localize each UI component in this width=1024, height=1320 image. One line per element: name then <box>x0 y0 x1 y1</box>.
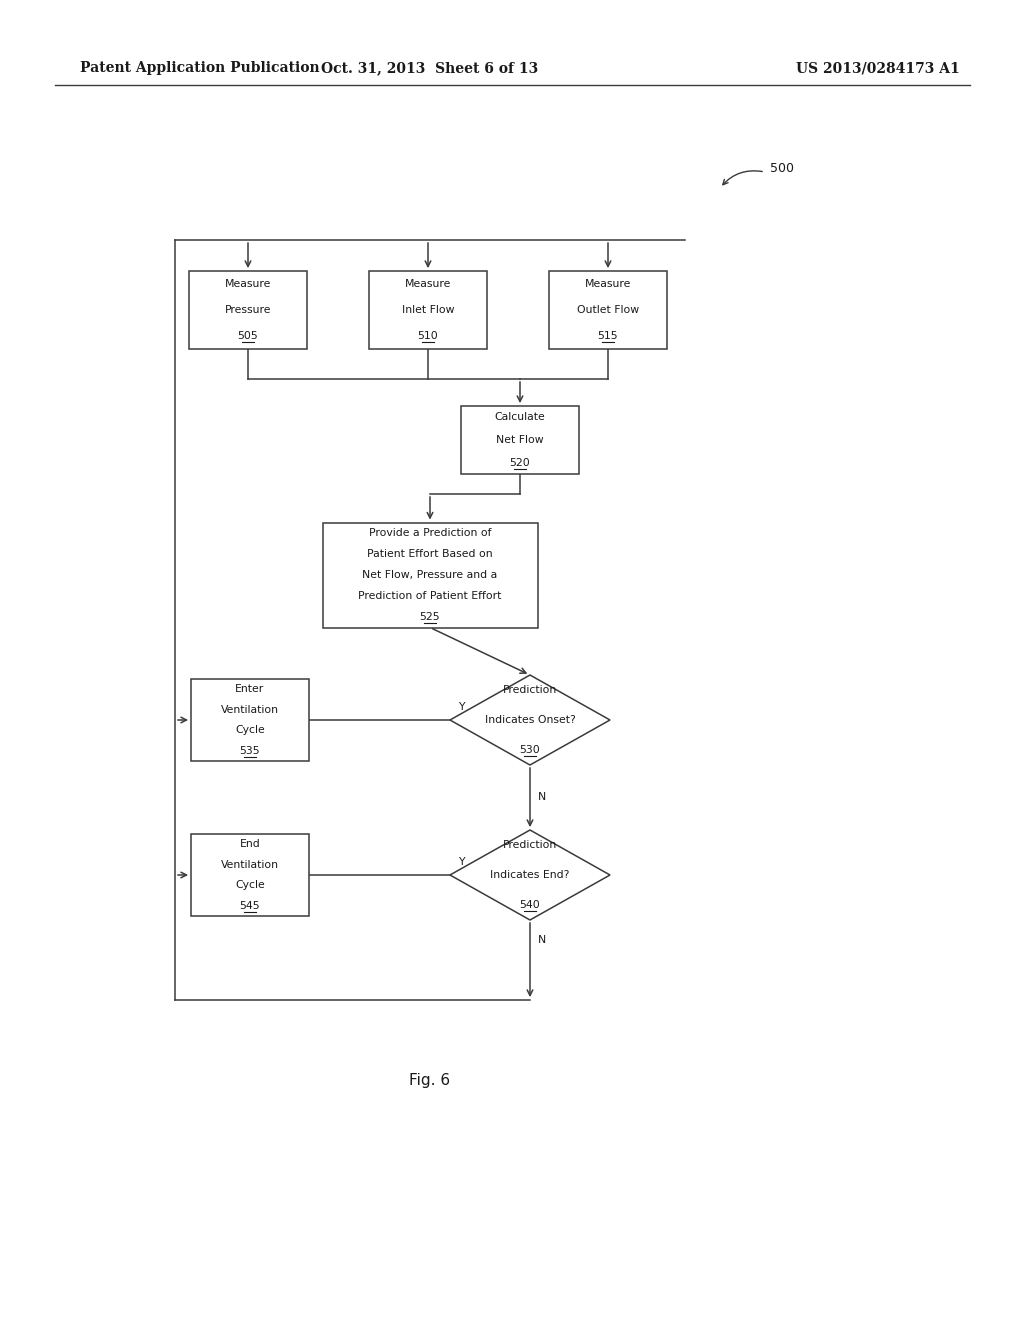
Text: Oct. 31, 2013  Sheet 6 of 13: Oct. 31, 2013 Sheet 6 of 13 <box>322 61 539 75</box>
Text: Indicates Onset?: Indicates Onset? <box>484 715 575 725</box>
Text: 505: 505 <box>238 331 258 341</box>
Text: Prediction: Prediction <box>503 685 557 696</box>
Polygon shape <box>450 675 610 766</box>
Text: 515: 515 <box>598 331 618 341</box>
Text: 545: 545 <box>240 900 260 911</box>
Polygon shape <box>450 830 610 920</box>
Text: Ventilation: Ventilation <box>221 705 279 714</box>
Text: 510: 510 <box>418 331 438 341</box>
Text: Enter: Enter <box>236 684 264 694</box>
Text: Patient Effort Based on: Patient Effort Based on <box>368 549 493 558</box>
Text: Measure: Measure <box>585 279 631 289</box>
Text: Y: Y <box>458 702 465 711</box>
Text: Outlet Flow: Outlet Flow <box>577 305 639 315</box>
Text: End: End <box>240 840 260 849</box>
Text: 520: 520 <box>510 458 530 467</box>
Bar <box>191 834 309 916</box>
Text: Net Flow, Pressure and a: Net Flow, Pressure and a <box>362 570 498 579</box>
Text: Ventilation: Ventilation <box>221 859 279 870</box>
Bar <box>323 523 538 627</box>
Text: Prediction of Patient Effort: Prediction of Patient Effort <box>358 591 502 601</box>
Text: Cycle: Cycle <box>236 725 265 735</box>
Text: Inlet Flow: Inlet Flow <box>401 305 455 315</box>
Text: US 2013/0284173 A1: US 2013/0284173 A1 <box>797 61 961 75</box>
Bar <box>549 271 667 348</box>
Text: Patent Application Publication: Patent Application Publication <box>80 61 319 75</box>
Text: Calculate: Calculate <box>495 412 546 422</box>
Text: Provide a Prediction of: Provide a Prediction of <box>369 528 492 539</box>
Text: Prediction: Prediction <box>503 840 557 850</box>
Bar <box>369 271 487 348</box>
Text: Cycle: Cycle <box>236 880 265 890</box>
Text: 525: 525 <box>420 612 440 622</box>
Text: 535: 535 <box>240 746 260 756</box>
Text: Measure: Measure <box>225 279 271 289</box>
Text: Y: Y <box>458 857 465 867</box>
Text: Pressure: Pressure <box>224 305 271 315</box>
Text: Net Flow: Net Flow <box>497 436 544 445</box>
Text: N: N <box>538 935 546 945</box>
Text: Indicates End?: Indicates End? <box>490 870 569 880</box>
Text: 530: 530 <box>519 744 541 755</box>
Text: Fig. 6: Fig. 6 <box>410 1072 451 1088</box>
Text: 500: 500 <box>770 161 794 174</box>
Bar <box>191 678 309 762</box>
Bar <box>461 407 579 474</box>
Text: Measure: Measure <box>404 279 452 289</box>
Text: 540: 540 <box>519 900 541 909</box>
Text: N: N <box>538 792 546 803</box>
Bar <box>189 271 307 348</box>
